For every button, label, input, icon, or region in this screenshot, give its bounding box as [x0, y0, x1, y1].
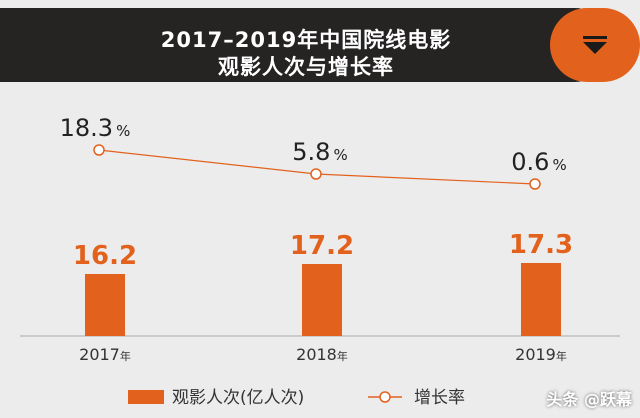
- filter-triangle-icon: [583, 36, 607, 54]
- legend-line-label: 增长率: [414, 388, 465, 408]
- growth-rate-point: [310, 168, 322, 180]
- x-tick-label: 2019年: [515, 345, 567, 364]
- bar-2017: [85, 274, 125, 336]
- watermark: 头条 @跃幕: [546, 390, 632, 409]
- growth-rate-label: 18.3%: [60, 114, 131, 142]
- legend-bar-label: 观影人次(亿人次): [172, 388, 304, 408]
- bar-2018: [302, 264, 342, 336]
- bar-value-label: 17.2: [290, 231, 354, 261]
- chart-title-line-1: 2017–2019年中国院线电影: [160, 28, 452, 52]
- x-tick-label: 2017年: [79, 345, 131, 364]
- growth-rate-label: 5.8%: [292, 138, 347, 166]
- title-banner: 2017–2019年中国院线电影 观影人次与增长率: [0, 8, 612, 82]
- chart-title-line-2: 观影人次与增长率: [218, 55, 394, 79]
- bar-2019: [521, 263, 561, 336]
- legend-bar-swatch: [128, 390, 164, 404]
- x-tick-label: 2018年: [296, 345, 348, 364]
- growth-rate-point: [93, 144, 105, 156]
- bar-value-label: 17.3: [509, 230, 573, 260]
- growth-rate-point: [529, 178, 541, 190]
- filter-dropdown-button[interactable]: [550, 8, 640, 82]
- growth-rate-label: 0.6%: [511, 148, 566, 176]
- bar-value-label: 16.2: [73, 241, 137, 271]
- legend-line-marker: [379, 391, 391, 403]
